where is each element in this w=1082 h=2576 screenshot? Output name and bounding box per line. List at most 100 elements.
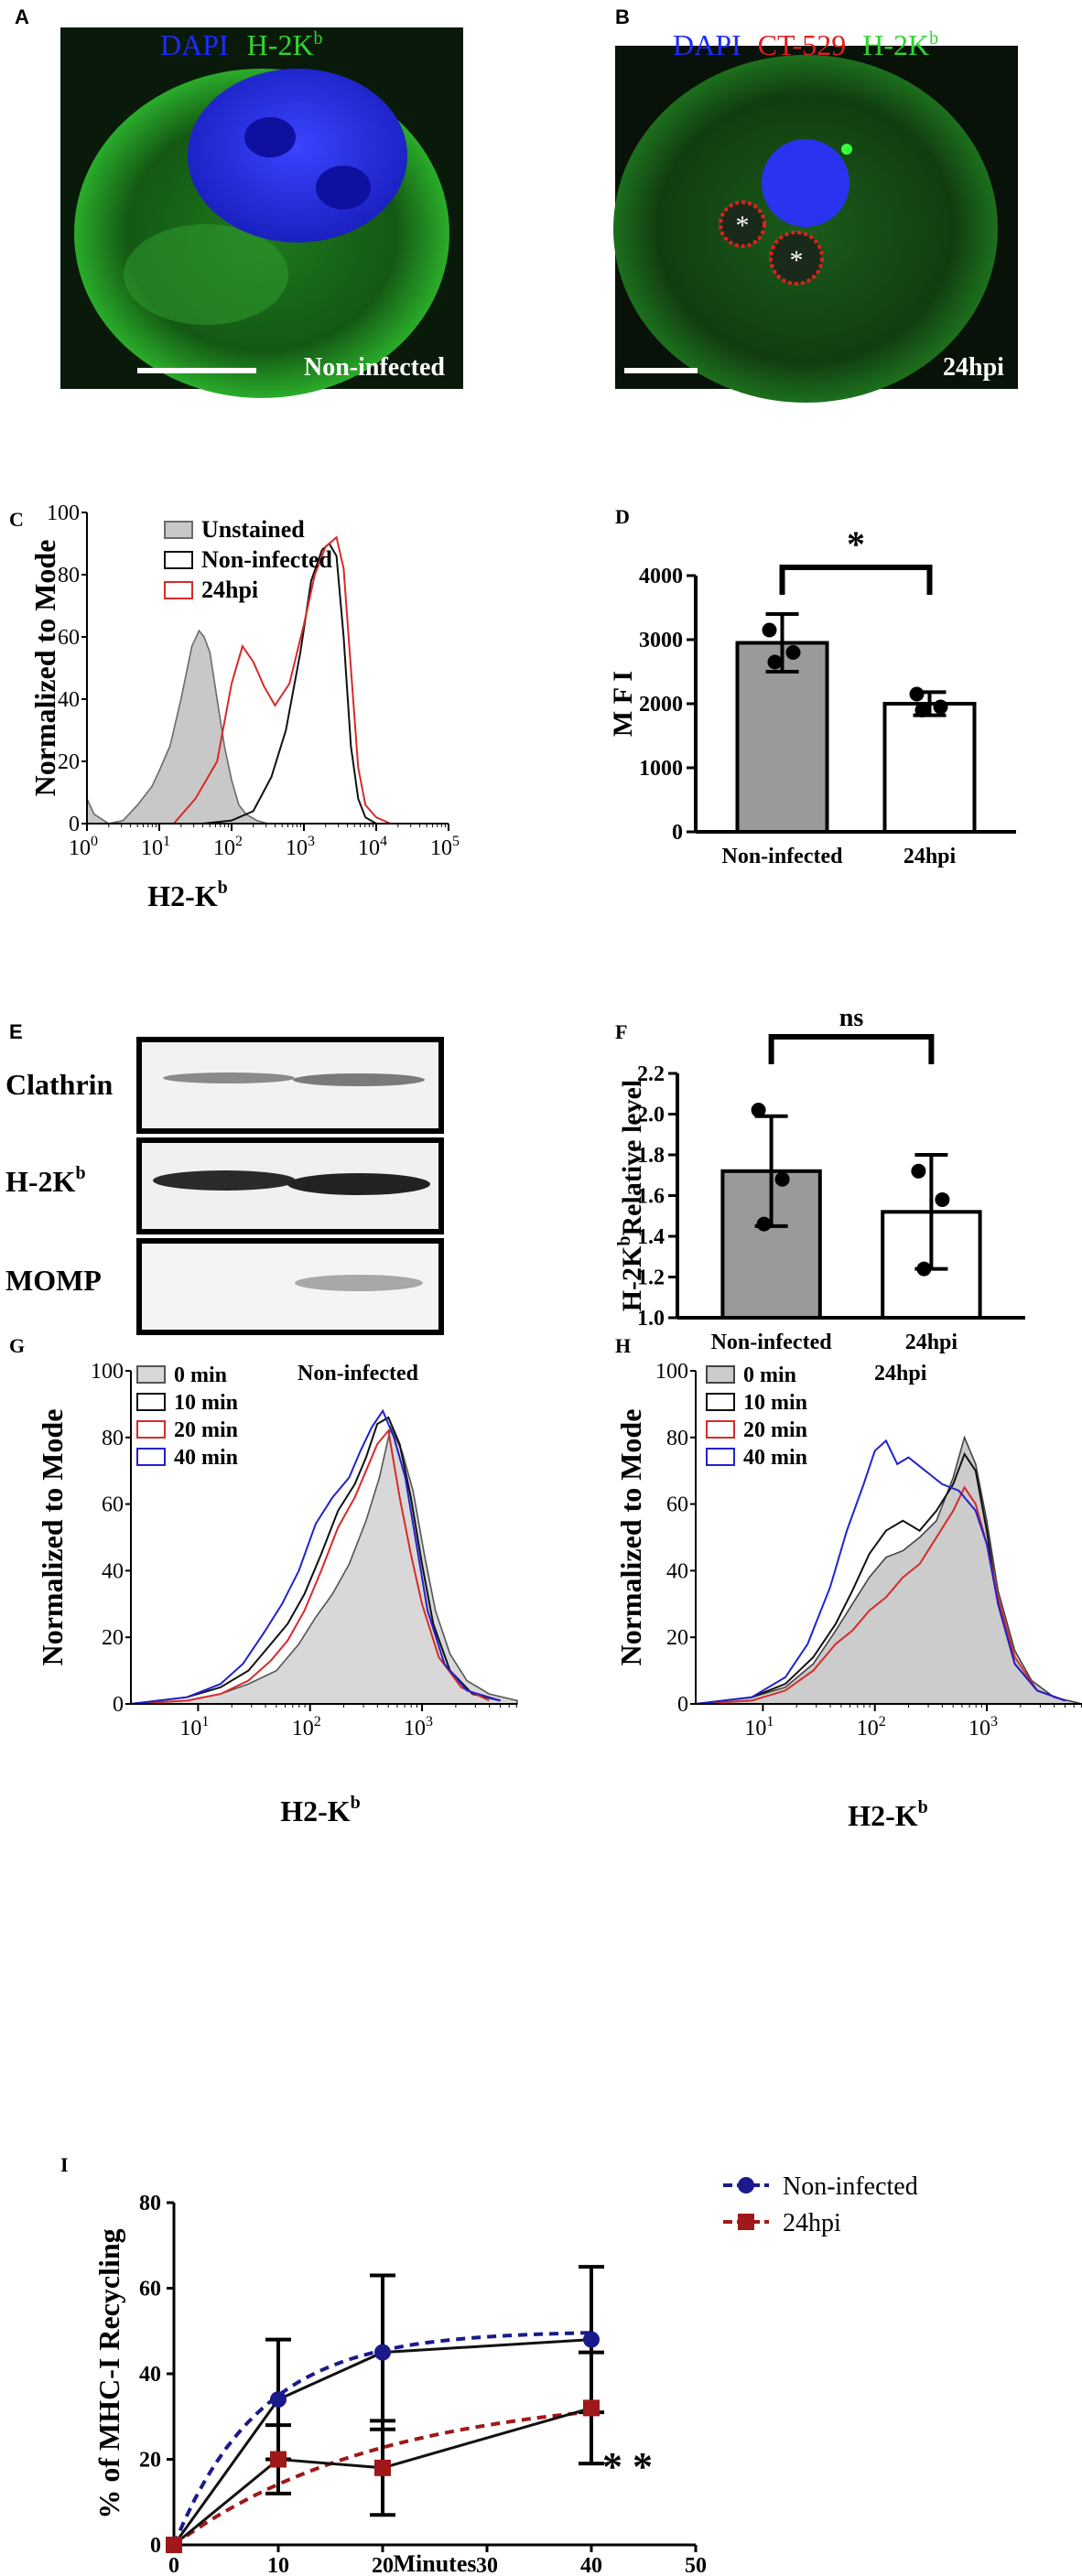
data-point-f-0 [751,1103,766,1118]
x-tick-label-c: 103 [286,834,315,860]
legend-label-c-2: 24hpi [201,577,258,603]
y-tick-label-i: 60 [139,2278,161,2301]
legend-a: DAPI H-2Kb [160,28,323,61]
significance-label-i: * * [602,2444,653,2489]
legend-b: DAPI CT-529 H-2Kb [673,28,938,61]
legend-label-g-3: 40 min [174,1446,238,1470]
blot-label-momp: MOMP [5,1264,102,1297]
band-clathrin-2 [293,1073,425,1086]
x-axis-label-c: H2-Kb [147,878,228,912]
y-tick-label-d: 1000 [639,757,683,781]
nucleolus-a2 [316,166,371,210]
x-tick-label-i: 50 [685,2554,707,2576]
y-tick-label-i: 40 [139,2363,161,2387]
panel-c-histogram: C 0 20 40 60 80 100 100 101 102 103 104 105 Normalize… [9,501,460,912]
legend-swatch-h-2 [706,1420,735,1439]
caption-b: 24hpi [943,353,1004,382]
data-point-i-0 [374,2344,391,2361]
bar-d-1 [882,702,977,834]
caption-a: Non-infected [304,353,445,382]
cytoplasm-speckle-a [124,224,288,325]
series-g-3 [130,1408,501,1705]
x-axis-label-i: Minutes [394,2550,477,2576]
legend-swatch-g-2 [136,1420,166,1439]
y-tick-label-h: 80 [666,1427,688,1450]
legend-dapi-b: DAPI [673,28,741,61]
series-line-i-0 [172,2338,592,2546]
y-tick-label-g: 80 [102,1427,124,1450]
series-g-0 [130,1425,518,1705]
data-point-d-0 [767,654,783,670]
data-point-i-1 [583,2399,600,2417]
y-tick-label-g: 20 [102,1626,124,1650]
series-c-0 [86,629,268,825]
legend-h2kb-a: H-2K [247,28,314,61]
series-h-2 [695,1485,1066,1705]
data-point-d-0 [785,645,801,660]
data-point-d-0 [762,622,777,638]
blot-frame-clathrin [136,1037,444,1134]
legend-label-h-2: 20 min [743,1418,807,1442]
data-point-i-1 [374,2459,391,2476]
y-tick-label-h: 100 [655,1360,688,1384]
legend-h2kb-sup-b: b [929,28,938,49]
x-tick-label-c: 100 [69,834,98,860]
y-tick-label-f: 2.2 [637,1062,665,1086]
scale-bar-b [624,368,698,373]
panel-d-bar-chart: D Non-infected 24hpi 0 1000 2000 3000 4000 M F I… [608,505,1016,868]
x-tick-label-i: 40 [580,2554,602,2576]
data-point-d-1 [909,686,925,702]
legend-swatch-c-0 [164,521,193,539]
y-tick-label-g: 40 [102,1559,124,1583]
nucleus-b [762,139,849,227]
y-tick-label-f: 1.0 [637,1307,665,1331]
scale-bar-a [137,368,256,373]
data-point-d-1 [933,699,948,715]
series-h-0 [695,1435,1082,1705]
data-point-f-0 [774,1171,790,1187]
chart-title-g: Non-infected [298,1362,419,1385]
bar-d-0 [735,641,829,834]
panel-letter-g: G [9,1334,25,1357]
x-tick-label-i: 20 [372,2554,394,2576]
legend-swatch-c-2 [164,581,193,599]
legend-label-g-1: 10 min [174,1391,238,1415]
data-point-i-1 [270,2451,287,2468]
y-tick-label-g: 60 [102,1493,124,1517]
x-tick-label-h: 101 [744,1714,774,1741]
x-tick-label-c: 101 [141,834,170,860]
y-tick-label-d: 4000 [639,565,683,588]
panel-letter-d: D [615,505,630,528]
legend-label-h-3: 40 min [743,1446,807,1470]
x-axis-label-h: H2-Kb [848,1797,928,1832]
legend-swatch-h-3 [706,1448,735,1466]
legend-label-i-0: Non-infected [783,2172,918,2201]
band-h2kb-1 [153,1170,296,1191]
data-point-f-1 [916,1261,932,1277]
x-axis-label-g: H2-Kb [280,1793,361,1827]
x-tick-label-g: 102 [292,1714,321,1741]
legend-label-i-1: 24hpi [783,2209,841,2237]
legend-h2kb-sup-a: b [314,28,323,49]
panel-g-histogram: G 0 20 40 60 80 100 101 102 103 Normalized to Mode… [9,1334,518,1827]
y-tick-label-c: 0 [69,813,80,836]
panel-letter-b: B [615,5,630,28]
cell-membrane-b [613,55,998,403]
legend-marker-i-1 [738,2214,754,2230]
legend-label-h-1: 10 min [743,1391,807,1415]
y-tick-label-c: 100 [47,501,80,525]
legend-swatch-h-1 [706,1393,735,1411]
y-tick-label-g: 0 [113,1693,124,1717]
y-tick-label-c: 20 [58,750,80,774]
nucleolus-a1 [244,117,296,157]
panel-letter-f: F [615,1020,627,1043]
legend-swatch-g-3 [136,1448,166,1466]
inclusion-b1 [719,200,766,248]
y-axis-label-f: H-2KbRelative level [614,1080,647,1312]
y-tick-label-d: 0 [672,821,683,845]
legend-swatch-g-1 [136,1393,166,1411]
x-tick-label-g: 101 [179,1714,209,1741]
y-tick-label-i: 20 [139,2449,161,2473]
panel-letter-e: E [9,1020,23,1043]
